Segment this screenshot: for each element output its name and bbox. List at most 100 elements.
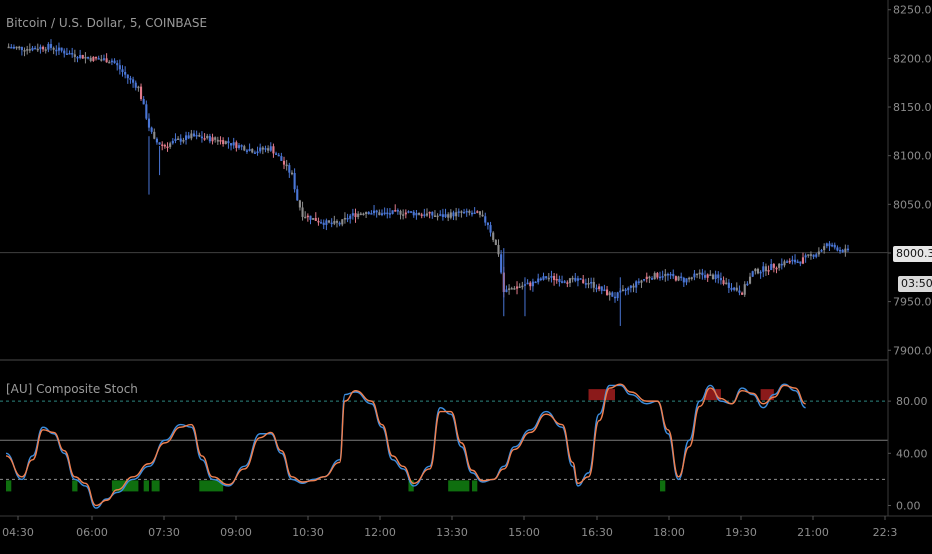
time-tick-label: 04:30 <box>2 526 34 539</box>
candle-body <box>97 58 100 60</box>
candle-body <box>643 279 646 281</box>
candle-body <box>555 278 558 281</box>
candle-body <box>608 292 611 296</box>
candle-body <box>44 49 47 51</box>
candle-body <box>240 145 243 147</box>
time-tick-label: 21:00 <box>797 526 829 539</box>
candle-body <box>89 57 92 61</box>
candle-body <box>762 266 765 272</box>
candle-body <box>351 213 354 216</box>
overbought-signal-bar <box>760 389 774 401</box>
candle-body <box>365 212 368 214</box>
candle-body <box>428 211 431 214</box>
candle-body <box>76 56 79 59</box>
candle-body <box>39 46 42 50</box>
candle-body <box>211 137 214 142</box>
oversold-signal-bar <box>408 480 414 492</box>
candle-body <box>34 47 37 50</box>
candle-body <box>232 142 235 146</box>
candle-body <box>574 277 577 281</box>
indicator-pane[interactable] <box>0 383 888 509</box>
candle-body <box>820 250 823 252</box>
candle-body <box>150 127 153 132</box>
candle-body <box>259 147 262 152</box>
candle-body <box>746 283 749 286</box>
candle-body <box>841 249 844 253</box>
candle-body <box>595 287 598 290</box>
candle-body <box>489 225 492 233</box>
candle-body <box>778 263 781 268</box>
candle-body <box>756 268 760 274</box>
candle-body <box>759 271 762 274</box>
candle-body <box>799 261 802 264</box>
candle-body <box>407 211 410 213</box>
candle-body <box>343 217 346 220</box>
candle-body <box>486 222 489 226</box>
candle-body <box>449 212 452 218</box>
candle-body <box>219 140 222 142</box>
candle-body <box>494 239 497 245</box>
candle-body <box>417 213 421 215</box>
candle-body <box>452 212 455 217</box>
candle-body <box>92 56 95 61</box>
candle-body <box>267 148 270 151</box>
candle-body <box>118 65 121 70</box>
candle-body <box>370 213 373 215</box>
last-price-tag: 8000.39 <box>893 246 932 262</box>
candle-body <box>285 164 288 167</box>
candle-body <box>674 276 677 281</box>
candle-body <box>425 213 429 216</box>
candle-body <box>420 214 423 216</box>
candle-body <box>844 248 847 253</box>
candle-body <box>526 282 529 285</box>
candle-body <box>222 140 225 144</box>
axes: 8250.00 8200.00 8150.00 8100.00 8050.00 8000.… <box>0 0 932 539</box>
candle-body <box>132 79 135 83</box>
candle-body <box>198 134 201 137</box>
candle-body <box>767 270 770 272</box>
candle-body <box>71 53 74 55</box>
time-tick-label: 07:30 <box>148 526 180 539</box>
candle-body <box>576 278 579 281</box>
candle-body <box>709 274 712 276</box>
candle-body <box>166 146 169 149</box>
candle-body <box>87 56 90 59</box>
candle-body <box>20 46 23 51</box>
candle-body <box>49 44 53 48</box>
candle-body <box>542 276 545 280</box>
candle-body <box>571 277 574 280</box>
candle-body <box>293 172 296 190</box>
candle-body <box>600 286 603 291</box>
candle-body <box>627 287 630 291</box>
candle-body <box>741 292 744 295</box>
candle-body <box>158 142 161 145</box>
candle-body <box>550 275 553 278</box>
candle-body <box>505 289 508 293</box>
candle-body <box>94 56 98 59</box>
candle-body <box>18 46 21 49</box>
candle-body <box>73 54 76 57</box>
time-tick-label: 10:30 <box>292 526 324 539</box>
candle-body <box>68 53 71 55</box>
candle-body <box>200 136 203 139</box>
candle-body <box>187 135 190 139</box>
candle-body <box>508 288 511 290</box>
candle-body <box>664 273 667 277</box>
candle-body <box>12 46 16 49</box>
candle-body <box>534 281 537 284</box>
candle-body <box>711 274 715 280</box>
candle-body <box>727 282 730 288</box>
candle-body <box>613 296 617 299</box>
candle-body <box>539 278 542 281</box>
price-pane[interactable] <box>0 39 888 326</box>
candle-body <box>455 212 458 217</box>
candle-body <box>177 138 180 141</box>
candle-body <box>206 135 209 139</box>
candle-body <box>60 47 63 51</box>
candle-body <box>568 278 572 284</box>
candle-body <box>529 282 532 287</box>
candle-body <box>290 172 294 175</box>
candle-body <box>460 211 463 213</box>
